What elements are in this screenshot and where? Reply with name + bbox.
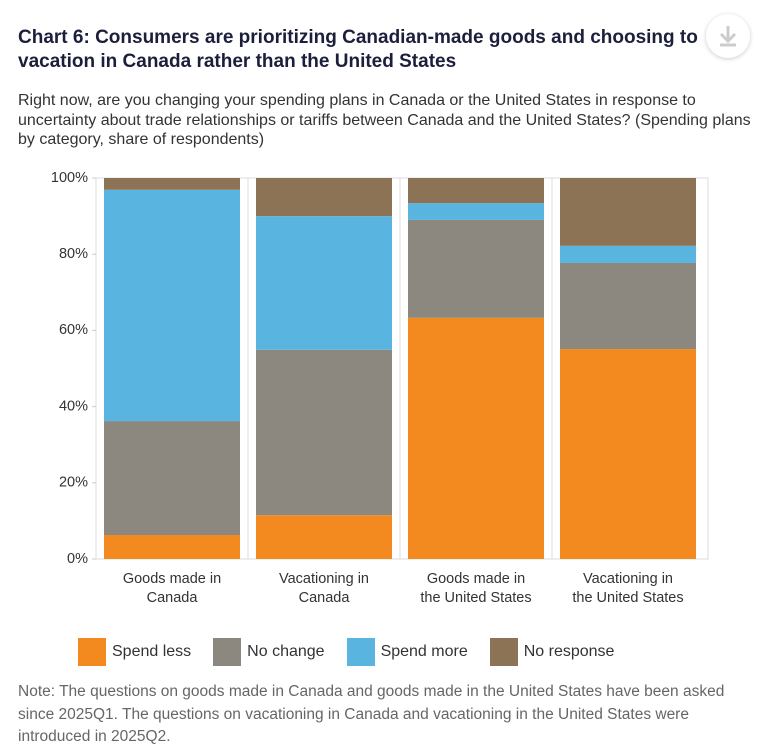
- bar-segment: [560, 349, 696, 559]
- bar-segment: [560, 245, 696, 263]
- bar-segment: [256, 515, 392, 559]
- x-tick-label: the United States: [572, 590, 683, 606]
- bar-segment: [408, 178, 544, 204]
- legend-label: No change: [247, 643, 325, 660]
- legend-label: Spend more: [380, 643, 468, 660]
- legend-label: No response: [523, 643, 615, 660]
- bar-segment: [408, 317, 544, 559]
- bar-segment: [408, 219, 544, 318]
- y-tick-label: 20%: [59, 475, 88, 491]
- legend-swatch: [78, 638, 106, 666]
- legend-swatch: [213, 638, 242, 666]
- x-tick-label: Canada: [299, 590, 351, 606]
- legend-item: No response: [489, 638, 615, 666]
- legend: Spend less No change Spend more No response: [78, 638, 636, 666]
- x-tick-label: Goods made in: [427, 571, 525, 587]
- legend-item: Spend more: [346, 638, 468, 666]
- bar-segment: [256, 349, 392, 516]
- plot-frame: [95, 177, 709, 560]
- chart-title: Chart 6: Consumers are prioritizing Cana…: [18, 27, 698, 72]
- x-tick-label: Vacationing in: [583, 571, 673, 587]
- x-tick-label: the United States: [420, 590, 531, 606]
- bar-segment: [104, 421, 240, 535]
- y-tick-label: 60%: [59, 322, 88, 338]
- bar-segment: [560, 178, 696, 246]
- legend-swatch: [489, 638, 518, 666]
- download-icon: [719, 26, 737, 47]
- bar-segment: [256, 216, 392, 350]
- bar-segment: [104, 534, 240, 559]
- legend-label: Spend less: [112, 643, 192, 660]
- x-tick-label: Vacationing in: [279, 571, 369, 587]
- y-tick-label: 100%: [51, 170, 88, 186]
- x-tick-label: Goods made in: [123, 571, 221, 587]
- note: Note: The questions on goods made in Can…: [18, 683, 725, 745]
- x-tick-label: Canada: [147, 590, 199, 606]
- bar-segment: [104, 189, 240, 422]
- legend-item: Spend less: [78, 638, 191, 666]
- y-tick-label: 40%: [59, 398, 88, 414]
- bar-segment: [408, 203, 544, 220]
- bar-segment: [104, 178, 240, 190]
- download-button[interactable]: [706, 14, 750, 58]
- chart: 0% 20% 40% 60% 80% 100% Goods made in Canada Vac…: [51, 170, 709, 606]
- legend-item: No change: [213, 638, 325, 666]
- y-tick-label: 0%: [67, 551, 88, 567]
- bar-segment: [560, 262, 696, 350]
- legend-swatch: [346, 638, 375, 666]
- chart-subtitle: Right now, are you changing your spendin…: [18, 92, 751, 148]
- y-tick-label: 80%: [59, 246, 88, 262]
- bar-segment: [256, 178, 392, 217]
